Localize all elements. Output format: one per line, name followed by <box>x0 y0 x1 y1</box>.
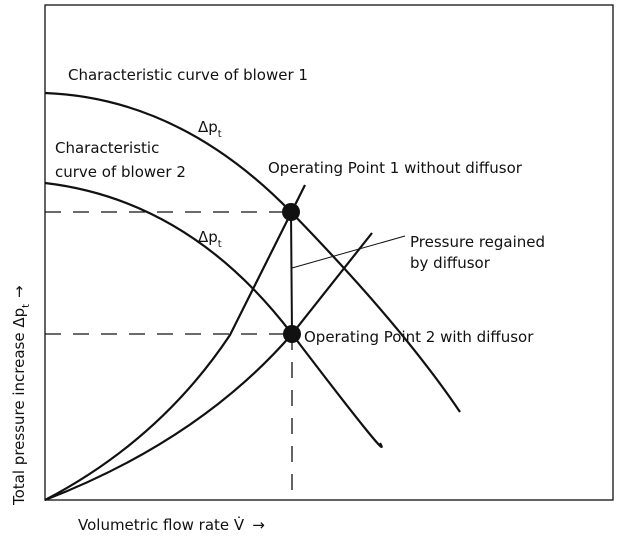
x-label-arrow: → <box>252 516 265 534</box>
frame <box>44 4 614 501</box>
blower1-delta: Δpt <box>198 118 222 140</box>
blower2-delta: Δpt <box>198 228 222 250</box>
delta-symbol: Δp <box>198 228 218 246</box>
blower2-curve <box>44 181 383 448</box>
annotation-line: by diffusor <box>410 254 491 272</box>
delta-subscript: t <box>218 129 222 140</box>
system-curve-1 <box>44 184 306 501</box>
pressure-regained-line <box>290 211 293 335</box>
blower1-label: Characteristic curve of blower 1 <box>68 66 308 84</box>
blower2-label-line: Characteristic <box>55 139 159 157</box>
annotation-line: Pressure regained <box>410 233 545 251</box>
op1-label: Operating Point 1 without diffusor <box>268 159 523 177</box>
y-label-text: Total pressure increase Δp <box>10 308 28 506</box>
op2-label: Operating Point 2 with diffusor <box>304 328 534 346</box>
operating-point-2 <box>283 325 301 343</box>
leader-line <box>291 235 406 269</box>
delta-subscript: t <box>218 239 222 250</box>
y-axis-label: Total pressure increase Δpt → <box>10 285 32 506</box>
system-curve-2 <box>44 232 373 502</box>
y-label-arrow: → <box>10 285 28 298</box>
blower2-label-line: curve of blower 2 <box>55 163 186 181</box>
operating-point-1 <box>282 203 300 221</box>
y-label-subscript: t <box>21 304 32 308</box>
x-axis-label: Volumetric flow rate V̇ → <box>78 515 265 534</box>
x-label-text: Volumetric flow rate V̇ <box>78 515 245 534</box>
delta-symbol: Δp <box>198 118 218 136</box>
